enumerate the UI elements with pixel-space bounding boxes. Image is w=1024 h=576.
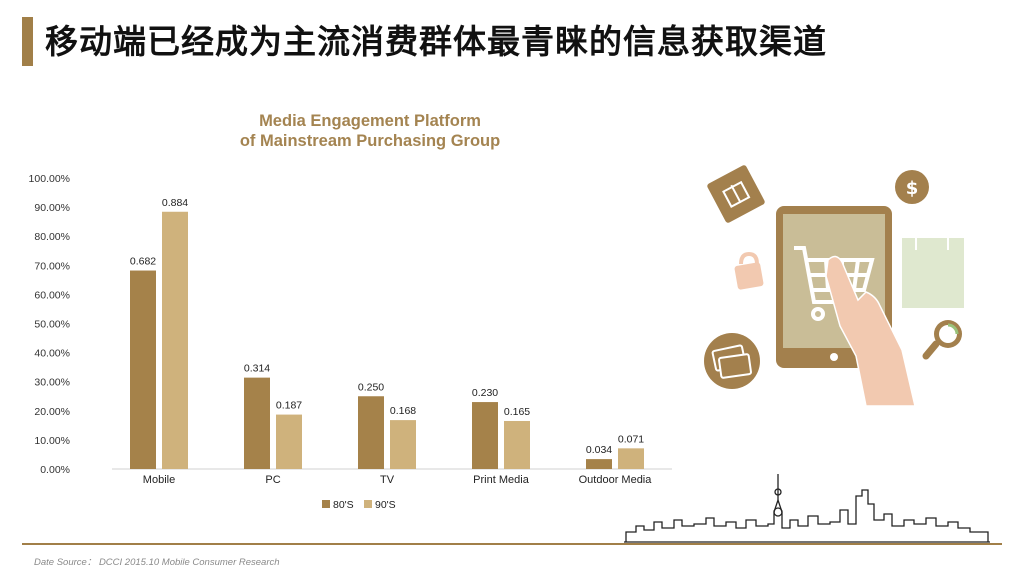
bar-80s-2 [358, 396, 384, 469]
dollar-icon: $ [895, 170, 929, 204]
bar-90s-4 [618, 448, 644, 469]
data-label: 0.165 [504, 406, 530, 418]
data-label: 0.314 [244, 363, 270, 375]
data-label: 0.682 [130, 256, 156, 268]
data-label: 0.034 [586, 444, 612, 456]
y-tick-label: 50.00% [34, 319, 70, 331]
bar-90s-2 [390, 420, 416, 469]
lock-icon [734, 251, 764, 290]
y-tick-label: 0.00% [40, 464, 70, 476]
shopping-illustration: $ [704, 165, 964, 407]
legend-label: 80'S [333, 499, 354, 511]
bar-90s-0 [162, 211, 188, 470]
data-label: 0.884 [162, 197, 188, 209]
data-label: 0.250 [358, 381, 384, 393]
y-tick-label: 40.00% [34, 348, 70, 360]
bar-chart: 0.00% 10.00% 20.00% 30.00% 40.00% 50.00% 60.00… [29, 173, 672, 511]
y-tick-label: 90.00% [34, 202, 70, 214]
y-tick-label: 100.00% [29, 173, 70, 185]
bar-90s-3 [504, 420, 530, 469]
bar-80s-4 [586, 459, 612, 469]
data-label: 0.168 [390, 405, 416, 417]
svg-text:$: $ [906, 178, 919, 199]
y-tick-label: 30.00% [34, 377, 70, 389]
y-tick-label: 20.00% [34, 406, 70, 418]
hand-icon [825, 255, 916, 407]
x-tick-label: Print Media [473, 474, 530, 486]
data-label: 0.071 [618, 433, 644, 445]
data-source-note: Date Source： DCCI 2015.10 Mobile Consume… [34, 557, 280, 568]
bar-80s-1 [244, 377, 270, 469]
data-label: 0.187 [276, 400, 302, 412]
data-label: 0.230 [472, 387, 498, 399]
y-tick-label: 60.00% [34, 289, 70, 301]
page-title: 移动端已经成为主流消费群体最青睐的信息获取渠道 [45, 22, 827, 61]
legend-label: 90'S [375, 499, 396, 511]
x-tick-label: Mobile [143, 474, 175, 486]
bar-80s-0 [130, 270, 156, 469]
credit-card-icon [704, 333, 760, 389]
title-accent-bar [22, 17, 33, 66]
x-tick-label: TV [380, 474, 395, 486]
shopping-bag-icon [902, 238, 964, 308]
y-tick-label: 80.00% [34, 231, 70, 243]
y-tick-label: 70.00% [34, 260, 70, 272]
chart-title-line-2: of Mainstream Purchasing Group [239, 132, 501, 150]
y-tick-label: 10.00% [34, 435, 70, 447]
legend-swatch-0 [322, 500, 330, 508]
chart-title-line-1: Media Engagement Platform [259, 112, 481, 130]
search-icon [922, 320, 962, 360]
legend-swatch-1 [364, 500, 372, 508]
city-skyline-illustration [624, 474, 990, 543]
gift-icon [707, 165, 765, 223]
footer-divider [22, 543, 1002, 545]
x-tick-label: Outdoor Media [579, 474, 653, 486]
x-tick-label: PC [265, 474, 280, 486]
bar-80s-3 [472, 402, 498, 469]
bar-90s-1 [276, 414, 302, 469]
chart-title: Media Engagement Platform of Mainstream … [200, 111, 540, 151]
